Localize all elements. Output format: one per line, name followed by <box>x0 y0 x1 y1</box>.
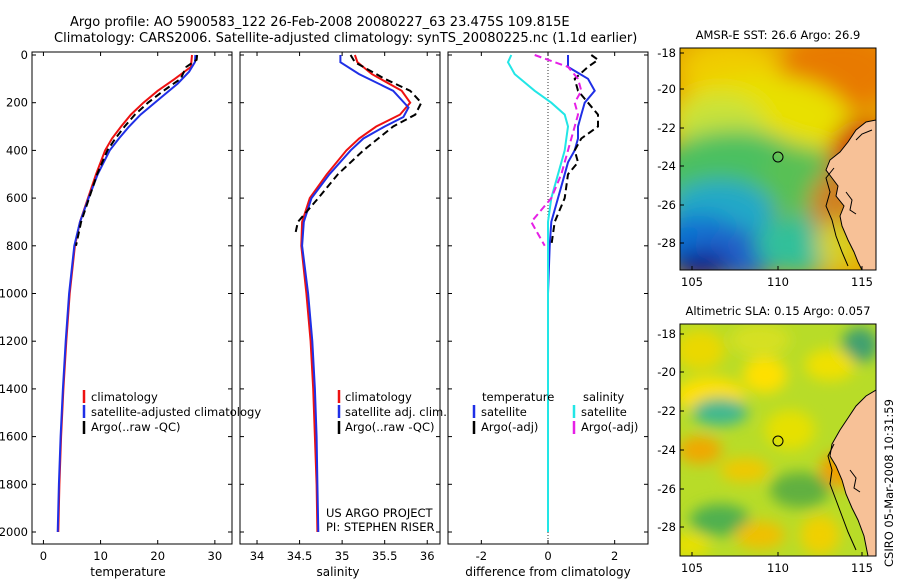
legend-label-climatology: climatology <box>345 390 412 404</box>
x-tick-label: 2 <box>611 549 618 563</box>
series-salinity-argo-adj <box>530 54 583 247</box>
map-y-tick-label: -20 <box>657 365 676 379</box>
map-x-tick-label: 110 <box>767 561 789 575</box>
map-y-tick-label: -28 <box>657 236 676 250</box>
x-tick-label: 30 <box>208 549 223 563</box>
temperature-axis-ticks: 0 10 20 30 0 200 400 600 800 1000 1200 1400 1600 1800… <box>0 48 232 563</box>
series-temperature-satellite <box>547 55 596 532</box>
credit-timestamp: CSIRO 05-Mar-2008 10:31:59 <box>882 399 896 567</box>
x-tick-label: 20 <box>150 549 165 563</box>
sst-color-field <box>680 48 876 270</box>
y-tick-label: 0 <box>21 48 28 62</box>
x-tick-label: 0 <box>544 549 551 563</box>
map-x-tick-label: 110 <box>767 275 789 289</box>
temperature-profile-lines <box>56 54 199 533</box>
legend-label-satellite: satellite adj. clim. <box>345 405 447 419</box>
y-tick-label: 1800 <box>0 477 28 491</box>
argo-float-position-marker <box>772 435 784 447</box>
map-x-tick-label: 105 <box>681 275 703 289</box>
sla-map-axis-ticks: 105 110 115 -18 -20 -22 -24 -26 -28 <box>657 327 873 575</box>
difference-legend: temperature satellite Argo(-adj) salinit… <box>472 390 638 434</box>
y-tick-label: 1200 <box>0 334 28 348</box>
map-y-tick-label: -28 <box>657 520 676 534</box>
legend-group-title-salinity: salinity <box>583 390 624 404</box>
series-satellite-adj-clim <box>301 55 410 533</box>
map-y-tick-label: -24 <box>657 159 676 173</box>
argo-float-position-marker <box>772 151 784 163</box>
salinity-axes-frame <box>239 51 441 545</box>
sla-map-title: Altimetric SLA: 0.15 Argo: 0.057 <box>685 304 870 318</box>
map-y-tick-label: -26 <box>657 482 676 496</box>
legend-label-temperature-satellite: satellite <box>481 405 527 419</box>
project-annotation: US ARGO PROJECT <box>326 506 434 520</box>
legend-group-title-temperature: temperature <box>482 390 554 404</box>
map-y-tick-label: -18 <box>657 327 676 341</box>
legend-label-salinity-satellite: satellite <box>581 405 627 419</box>
sst-map-title: AMSR-E SST: 26.6 Argo: 26.9 <box>696 28 861 42</box>
map-x-tick-label: 105 <box>681 561 703 575</box>
x-tick-label: 0 <box>40 549 47 563</box>
temperature-panel: 0 10 20 30 0 200 400 600 800 1000 1200 1400 1600 1800… <box>0 48 261 579</box>
x-tick-label: 34.5 <box>287 549 313 563</box>
sst-map-axis-ticks: 105 110 115 -18 -20 -22 -24 -26 -28 <box>657 46 873 289</box>
salinity-panel: 34 34.5 35 35.5 36 salinity climatology sate… <box>239 51 447 579</box>
temperature-legend: climatology satellite-adjusted climatolo… <box>82 390 261 434</box>
y-tick-label: 600 <box>6 191 28 205</box>
difference-axis-ticks: -2 0 2 <box>448 52 648 563</box>
legend-label-argo: Argo(..raw -QC) <box>91 420 181 434</box>
sla-color-field <box>680 324 876 556</box>
x-tick-label: 35 <box>335 549 350 563</box>
salinity-legend: climatology satellite adj. clim. Argo(..… <box>337 390 447 434</box>
legend-label-climatology: climatology <box>91 390 158 404</box>
series-salinity-satellite <box>506 54 570 532</box>
legend-label-salinity-argo: Argo(-adj) <box>581 420 638 434</box>
x-tick-label: 34 <box>250 549 265 563</box>
salinity-profile-lines <box>294 54 423 533</box>
difference-xlabel: difference from climatology <box>465 565 631 579</box>
legend-label-argo: Argo(..raw -QC) <box>345 420 435 434</box>
map-y-tick-label: -26 <box>657 198 676 212</box>
map-y-tick-label: -18 <box>657 46 676 60</box>
map-y-tick-label: -24 <box>657 443 676 457</box>
difference-panel: -2 0 2 difference from climatology tempera… <box>447 51 649 579</box>
temperature-axes-frame <box>31 51 233 545</box>
y-tick-label: 1600 <box>0 430 28 444</box>
salinity-axis-ticks: 34 34.5 35 35.5 36 <box>240 52 440 563</box>
series-climatology <box>300 54 412 533</box>
difference-profile-lines <box>506 52 600 544</box>
y-tick-label: 200 <box>6 96 28 110</box>
legend-label-temperature-argo: Argo(-adj) <box>481 420 538 434</box>
pi-annotation: PI: STEPHEN RISER <box>326 520 435 534</box>
y-tick-label: 1400 <box>0 382 28 396</box>
temperature-xlabel: temperature <box>90 565 165 579</box>
y-tick-label: 2000 <box>0 525 28 539</box>
y-tick-label: 800 <box>6 239 28 253</box>
legend-label-satellite: satellite-adjusted climatology <box>91 405 261 419</box>
x-tick-label: 35.5 <box>372 549 398 563</box>
figure-title-line2: Climatology: CARS2006. Satellite-adjuste… <box>54 31 637 46</box>
salinity-xlabel: salinity <box>316 565 359 579</box>
y-tick-label: 1000 <box>0 287 28 301</box>
series-temperature-argo-adj <box>550 54 600 246</box>
x-tick-label: -2 <box>476 549 487 563</box>
y-tick-label: 400 <box>6 143 28 157</box>
sst-map-panel: AMSR-E SST: 26.6 Argo: 26.9 <box>657 28 877 289</box>
x-tick-label: 10 <box>93 549 108 563</box>
series-argo-raw-qc <box>75 54 199 247</box>
figure-title-line1: Argo profile: AO 5900583_122 26-Feb-2008… <box>70 15 570 30</box>
sla-map-panel: Altimetric SLA: 0.15 Argo: 0.057 <box>657 304 877 575</box>
x-tick-label: 36 <box>420 549 435 563</box>
map-x-tick-label: 115 <box>851 275 873 289</box>
series-argo-raw-qc <box>294 54 423 235</box>
map-y-tick-label: -22 <box>657 404 676 418</box>
map-x-tick-label: 115 <box>851 561 873 575</box>
series-satellite-adjusted-climatology <box>56 54 197 533</box>
map-y-tick-label: -20 <box>657 82 676 96</box>
map-y-tick-label: -22 <box>657 121 676 135</box>
